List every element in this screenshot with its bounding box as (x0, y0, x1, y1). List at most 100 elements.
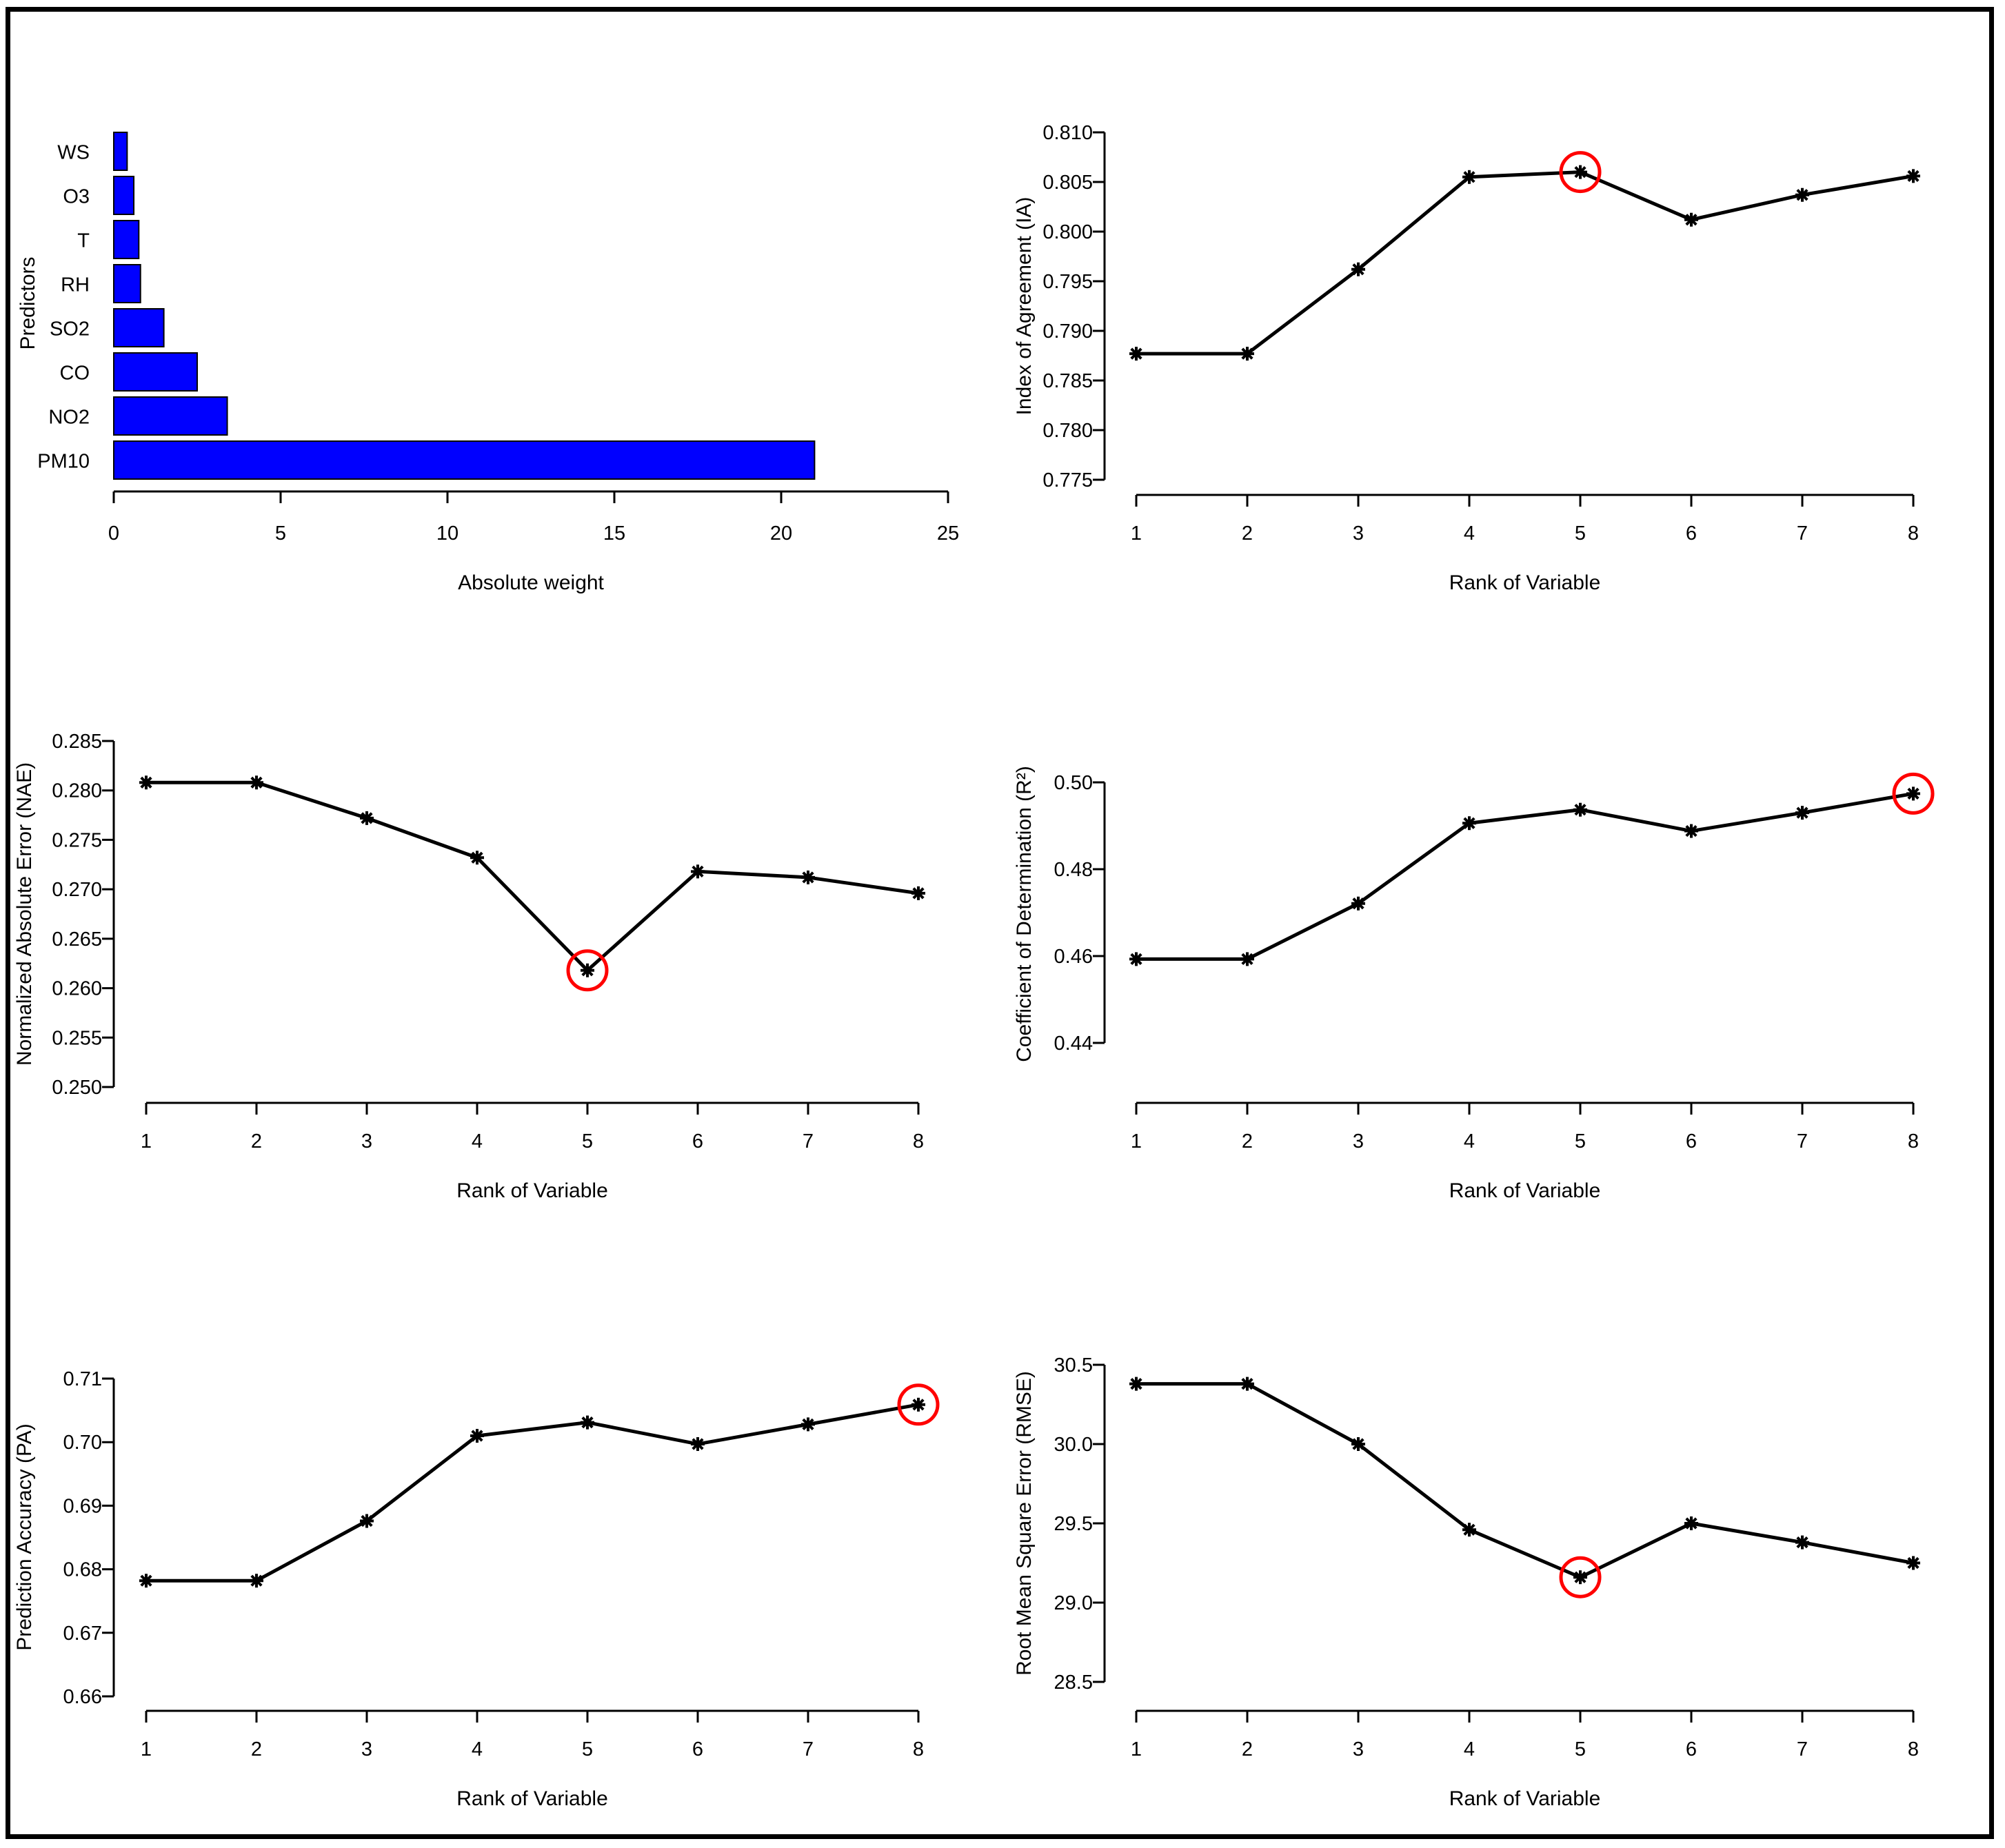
data-point (1129, 347, 1143, 361)
series-line (1136, 791, 1914, 961)
marker-stroke (1685, 824, 1697, 837)
marker-stroke (250, 1574, 263, 1587)
marker-stroke (1907, 170, 1920, 182)
data-point (250, 775, 263, 790)
panel-absolute-weight: 0 5 10 15 20 25 PM10 NO2 CO SO2 RH T O3 WS Absolute … (17, 132, 959, 594)
x-tick-label: 5 (1575, 1130, 1586, 1153)
marker-stroke (1241, 953, 1253, 966)
y-tick-label: 0.275 (52, 829, 102, 851)
x-tick-label: 1 (1131, 522, 1142, 545)
y-tick-label: 0.270 (52, 879, 102, 901)
y-tick-label: 0.775 (1042, 469, 1093, 491)
data-point (1684, 824, 1698, 838)
marker-stroke (1130, 953, 1142, 966)
marker-stroke (1352, 897, 1364, 910)
x-tick-label: 5 (1575, 1738, 1586, 1760)
panel-normalized-absolute-error: Normalized Absolute Error (NAE) Rank of … (13, 731, 925, 1202)
data-point (1795, 187, 1809, 202)
y-tick-label: 0.50 (1054, 772, 1093, 794)
series-line (146, 780, 919, 973)
x-tick-label: 7 (1797, 522, 1808, 545)
bar-so2 (113, 308, 165, 347)
data-point (1351, 896, 1365, 911)
data-point (1684, 1516, 1698, 1530)
y-tick-label: 0.810 (1042, 122, 1093, 144)
highlight-circle (566, 949, 609, 992)
marker-stroke (1463, 171, 1475, 183)
highlight-circle (1892, 772, 1935, 815)
panel-prediction-accuracy: Prediction Accuracy (PA) Rank of Variabl… (13, 1368, 940, 1810)
highlight-circle (897, 1383, 940, 1426)
data-point (581, 1415, 594, 1430)
data-point (581, 963, 594, 977)
data-point (139, 1574, 153, 1588)
x-tick-label: 25 (937, 522, 959, 545)
x-tick-label: 20 (770, 522, 792, 545)
data-point (1795, 1535, 1809, 1550)
category-label: RH (61, 274, 90, 296)
x-tick-label: 4 (472, 1738, 483, 1760)
data-point (1795, 806, 1809, 820)
marker-stroke (1796, 1536, 1808, 1549)
data-point (470, 851, 484, 865)
x-tick-label: 7 (803, 1130, 814, 1153)
data-point (1684, 212, 1698, 227)
y-axis-label: Prediction Accuracy (PA) (13, 1423, 36, 1651)
x-tick-label: 2 (251, 1130, 262, 1153)
x-tick-label: 4 (1464, 522, 1475, 545)
bar-series (113, 132, 816, 480)
marker-stroke (1463, 1523, 1475, 1536)
x-axis-label: Rank of Variable (1449, 1787, 1601, 1810)
category-label: NO2 (48, 407, 90, 429)
y-tick-label: 30.0 (1054, 1434, 1093, 1456)
x-axis-label: Rank of Variable (456, 1787, 608, 1810)
category-label: O3 (63, 186, 90, 208)
marker-stroke (1352, 263, 1364, 276)
y-tick-label: 0.795 (1042, 271, 1093, 293)
figure-frame (6, 7, 1994, 1839)
x-tick-label: 6 (1686, 1130, 1697, 1153)
y-tick-label: 0.46 (1054, 946, 1093, 968)
highlight-circle (1559, 1556, 1602, 1598)
y-axis-label: Coefficient of Determination (R²) (1013, 766, 1036, 1062)
bar-t (113, 220, 140, 259)
marker-stroke (912, 1399, 925, 1411)
y-tick-label: 0.255 (52, 1027, 102, 1049)
y-tick-label: 0.785 (1042, 370, 1093, 392)
marker-stroke (581, 964, 594, 977)
category-label: T (77, 230, 90, 252)
data-point (1462, 816, 1476, 831)
x-tick-label: 5 (275, 522, 286, 545)
y-tick-label: 0.71 (63, 1368, 102, 1390)
y-axis-label: Index of Agreement (IA) (1013, 197, 1036, 416)
x-axis-label: Rank of Variable (456, 1179, 608, 1202)
marker-stroke (1685, 1517, 1697, 1530)
y-tick-label: 0.800 (1042, 221, 1093, 243)
data-point (691, 864, 705, 879)
data-point (1906, 1556, 1920, 1570)
x-tick-label: 0 (108, 522, 119, 545)
data-point (911, 1397, 925, 1412)
x-tick-label: 6 (692, 1130, 703, 1153)
data-point (1462, 170, 1476, 184)
marker-stroke (250, 776, 263, 789)
data-point (1462, 1523, 1476, 1537)
y-axis-label: Predictors (17, 256, 39, 349)
x-tick-label: 10 (436, 522, 459, 545)
series-line (1136, 170, 1914, 356)
data-point (691, 1436, 705, 1451)
data-point (1906, 169, 1920, 183)
bar-co (113, 352, 198, 392)
x-tick-label: 8 (1908, 1738, 1919, 1760)
x-tick-label: 4 (1464, 1130, 1475, 1153)
x-tick-label: 3 (1353, 1130, 1364, 1153)
x-tick-label: 8 (1908, 1130, 1919, 1153)
marker-stroke (1241, 1377, 1253, 1390)
marker-stroke (1574, 804, 1586, 816)
x-tick-label: 2 (251, 1738, 262, 1760)
y-axis-label: Normalized Absolute Error (NAE) (13, 762, 36, 1066)
bar-ws (113, 132, 128, 171)
marker-stroke (692, 865, 704, 877)
x-tick-label: 5 (1575, 522, 1586, 545)
